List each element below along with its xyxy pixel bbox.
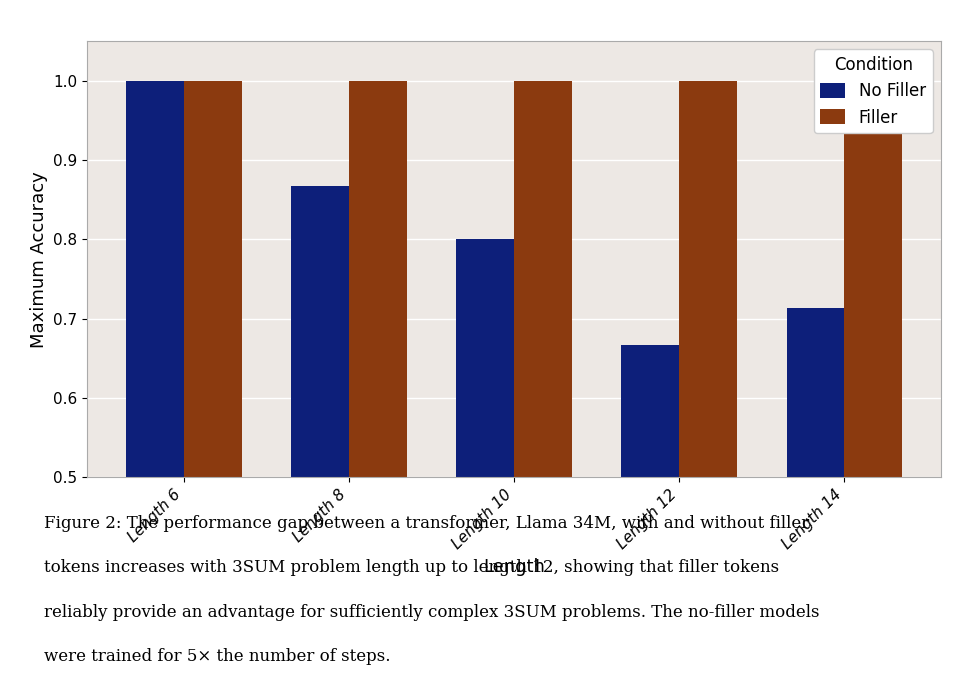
X-axis label: Length: Length bbox=[483, 558, 545, 576]
Bar bbox=[786, 308, 843, 682]
Legend: No Filler, Filler: No Filler, Filler bbox=[813, 49, 931, 133]
Text: reliably provide an advantage for sufficiently complex 3SUM problems. The no-fil: reliably provide an advantage for suffic… bbox=[44, 604, 818, 621]
Bar bbox=[455, 239, 514, 682]
Bar bbox=[621, 345, 678, 682]
Bar bbox=[349, 80, 406, 682]
Bar bbox=[291, 186, 349, 682]
Bar bbox=[678, 80, 736, 682]
Bar bbox=[514, 80, 572, 682]
Bar bbox=[843, 120, 901, 682]
Bar bbox=[184, 80, 241, 682]
Bar bbox=[126, 80, 184, 682]
Text: tokens increases with 3SUM problem length up to length 12, showing that filler t: tokens increases with 3SUM problem lengt… bbox=[44, 559, 778, 576]
Y-axis label: Maximum Accuracy: Maximum Accuracy bbox=[30, 170, 47, 348]
Text: Figure 2: The performance gap between a transformer, Llama 34M, with and without: Figure 2: The performance gap between a … bbox=[44, 515, 808, 532]
Text: were trained for 5× the number of steps.: were trained for 5× the number of steps. bbox=[44, 648, 390, 665]
